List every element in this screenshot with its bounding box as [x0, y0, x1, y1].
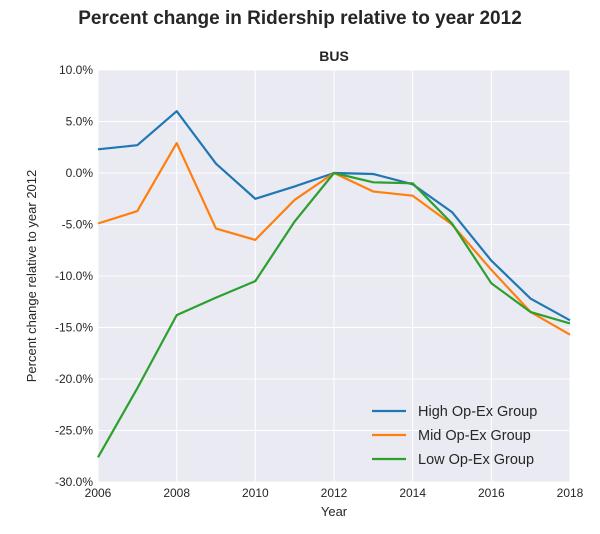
- x-tick-label: 2016: [478, 486, 505, 500]
- grid-lines: [97, 69, 571, 483]
- series-lines: [97, 110, 571, 458]
- y-tick-label: -20.0%: [55, 372, 93, 386]
- y-tick-label: 0.0%: [66, 166, 94, 180]
- y-tick-label: 5.0%: [66, 115, 94, 129]
- x-tick-label: 2010: [242, 486, 269, 500]
- chart-subtitle: BUS: [319, 48, 349, 64]
- x-tick-label: 2018: [557, 486, 584, 500]
- x-tick-label: 2006: [85, 486, 112, 500]
- legend: High Op-Ex Group Mid Op-Ex Group Low Op-Ex…: [372, 404, 537, 468]
- x-tick-label: 2012: [321, 486, 348, 500]
- y-tick-label: -10.0%: [55, 269, 93, 283]
- legend-label: Mid Op-Ex Group: [418, 428, 531, 444]
- legend-label: Low Op-Ex Group: [418, 452, 534, 468]
- y-tick-label: -30.0%: [55, 475, 93, 489]
- y-tick-label: -25.0%: [55, 424, 93, 438]
- x-tick-label: 2008: [163, 486, 190, 500]
- y-tick-label: -5.0%: [62, 218, 94, 232]
- y-tick-label: 10.0%: [59, 63, 93, 77]
- series-line-low-op-ex-group: [97, 171, 571, 458]
- y-axis-label: Percent change relative to year 2012: [24, 170, 39, 382]
- x-axis-label: Year: [321, 504, 348, 519]
- y-tick-labels: 10.0% 5.0% 0.0% -5.0% -10.0% -15.0% -20.0% -25.…: [55, 63, 93, 489]
- y-tick-label: -15.0%: [55, 321, 93, 335]
- figure-title: Percent change in Ridership relative to …: [78, 8, 522, 29]
- x-tick-labels: 2006 2008 2010 2012 2014 2016 2018: [85, 486, 584, 500]
- legend-label: High Op-Ex Group: [418, 404, 537, 420]
- x-tick-label: 2014: [399, 486, 426, 500]
